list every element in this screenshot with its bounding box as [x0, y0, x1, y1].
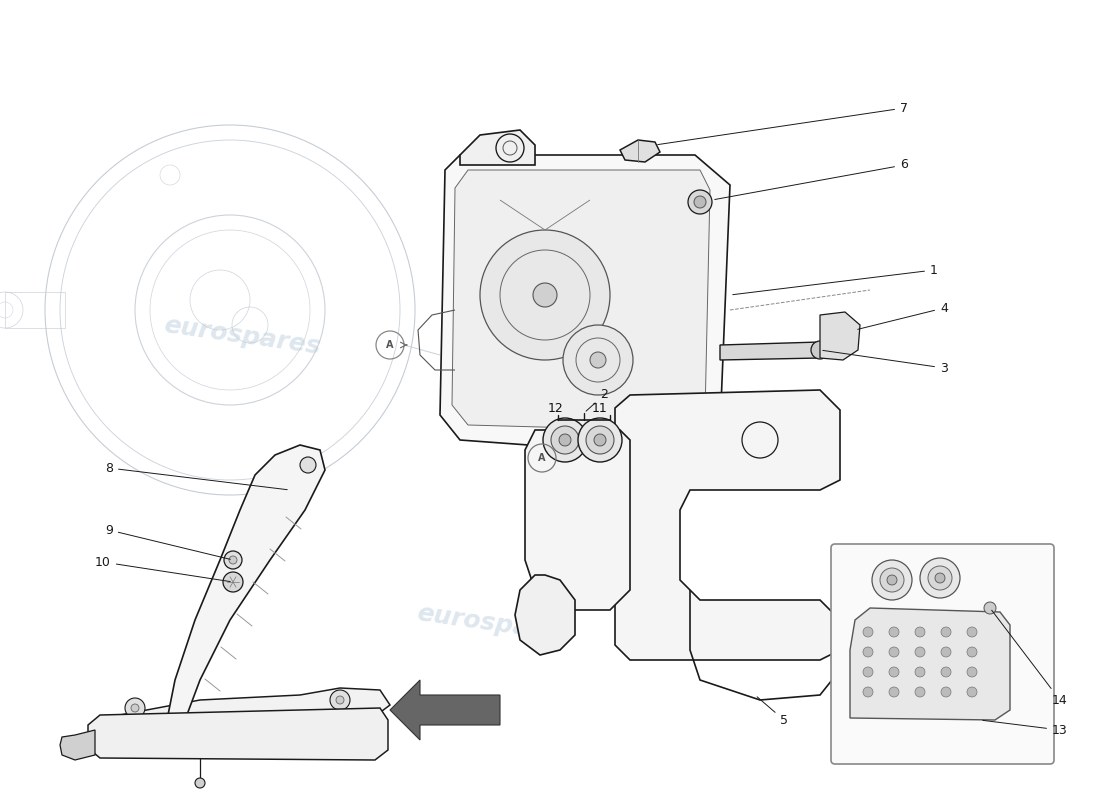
Text: eurospares: eurospares [162, 313, 322, 359]
Circle shape [940, 647, 952, 657]
Circle shape [578, 418, 621, 462]
Text: 8: 8 [104, 462, 287, 490]
Circle shape [330, 690, 350, 710]
Circle shape [889, 627, 899, 637]
Text: 14: 14 [992, 610, 1068, 706]
Text: 10: 10 [95, 555, 230, 582]
Polygon shape [525, 430, 630, 610]
Circle shape [940, 687, 952, 697]
Circle shape [967, 627, 977, 637]
Circle shape [984, 602, 996, 614]
Polygon shape [60, 730, 95, 760]
Circle shape [300, 457, 316, 473]
Polygon shape [460, 130, 535, 165]
Circle shape [915, 687, 925, 697]
Text: 12: 12 [548, 402, 563, 414]
Circle shape [742, 422, 778, 458]
Text: 4: 4 [858, 302, 948, 330]
Text: 11: 11 [592, 402, 607, 414]
Circle shape [594, 434, 606, 446]
Text: 13: 13 [982, 720, 1068, 737]
Circle shape [688, 190, 712, 214]
Circle shape [880, 568, 904, 592]
Circle shape [694, 196, 706, 208]
Text: 7: 7 [658, 102, 908, 145]
Polygon shape [850, 608, 1010, 720]
Circle shape [915, 647, 925, 657]
Circle shape [336, 696, 344, 704]
Circle shape [590, 352, 606, 368]
Circle shape [935, 573, 945, 583]
Polygon shape [95, 688, 390, 730]
Circle shape [224, 551, 242, 569]
Circle shape [889, 667, 899, 677]
Polygon shape [452, 170, 710, 430]
Polygon shape [440, 155, 730, 455]
Polygon shape [515, 575, 575, 655]
FancyBboxPatch shape [830, 544, 1054, 764]
Circle shape [551, 426, 579, 454]
Polygon shape [88, 708, 388, 760]
Circle shape [872, 560, 912, 600]
Circle shape [967, 647, 977, 657]
Text: eurospares: eurospares [415, 601, 575, 647]
Circle shape [889, 687, 899, 697]
Text: eurospares: eurospares [547, 337, 707, 383]
Text: 2: 2 [586, 389, 608, 411]
Polygon shape [720, 342, 820, 360]
Circle shape [223, 572, 243, 592]
Circle shape [131, 704, 139, 712]
Circle shape [928, 566, 952, 590]
Text: 6: 6 [715, 158, 907, 199]
Circle shape [915, 667, 925, 677]
Circle shape [864, 627, 873, 637]
Text: 1: 1 [733, 263, 938, 294]
Polygon shape [390, 680, 501, 740]
Polygon shape [620, 140, 660, 162]
Circle shape [864, 647, 873, 657]
Polygon shape [820, 312, 860, 360]
Circle shape [920, 558, 960, 598]
Circle shape [563, 325, 632, 395]
Circle shape [940, 627, 952, 637]
Circle shape [586, 426, 614, 454]
Text: 9: 9 [104, 523, 230, 559]
Polygon shape [168, 445, 324, 720]
Circle shape [967, 687, 977, 697]
Circle shape [887, 575, 896, 585]
Circle shape [864, 687, 873, 697]
Circle shape [195, 778, 205, 788]
Circle shape [229, 556, 236, 564]
Circle shape [559, 434, 571, 446]
Circle shape [915, 627, 925, 637]
Polygon shape [615, 390, 840, 660]
Circle shape [889, 647, 899, 657]
Text: A: A [386, 340, 394, 350]
Text: 3: 3 [823, 350, 948, 374]
Circle shape [940, 667, 952, 677]
Circle shape [543, 418, 587, 462]
Circle shape [534, 283, 557, 307]
Circle shape [125, 698, 145, 718]
Circle shape [864, 667, 873, 677]
Circle shape [480, 230, 611, 360]
Circle shape [967, 667, 977, 677]
Circle shape [811, 341, 829, 359]
Text: 5: 5 [757, 697, 788, 726]
Circle shape [496, 134, 524, 162]
Text: A: A [538, 453, 546, 463]
